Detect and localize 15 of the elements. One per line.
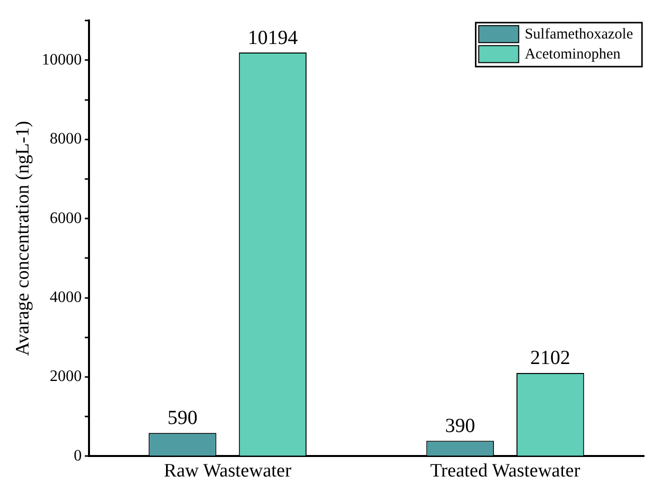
data-label: 390: [445, 415, 476, 438]
x-tick-label: Raw Wastewater: [164, 460, 292, 482]
y-axis-title: Avarage concentration (ngL-1): [12, 120, 34, 356]
y-tick-label: 6000: [50, 210, 82, 227]
y-tick-label: 4000: [50, 289, 82, 306]
y-tick-label: 8000: [50, 130, 82, 148]
data-label: 2102: [530, 347, 570, 370]
y-tick-label: 0: [74, 447, 82, 464]
legend-label: Sulfamethoxazole: [524, 26, 634, 43]
y-tick-label: 10000: [42, 51, 82, 68]
data-label: 590: [167, 407, 198, 430]
legend-label: Acetominophen: [524, 46, 622, 63]
data-label: 10194: [248, 26, 298, 49]
x-tick-label: Treated Wastewater: [430, 460, 581, 482]
y-tick-label: 2000: [50, 368, 82, 386]
